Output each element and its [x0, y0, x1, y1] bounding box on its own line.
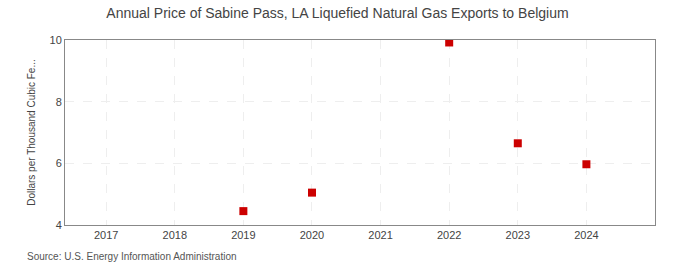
svg-text:10: 10	[50, 34, 62, 46]
svg-text:2017: 2017	[94, 229, 118, 241]
svg-text:4: 4	[56, 219, 62, 231]
svg-text:2022: 2022	[437, 229, 461, 241]
svg-text:2018: 2018	[163, 229, 187, 241]
svg-text:2019: 2019	[231, 229, 255, 241]
svg-text:8: 8	[56, 96, 62, 108]
svg-text:2024: 2024	[574, 229, 598, 241]
svg-text:2023: 2023	[506, 229, 530, 241]
svg-text:Annual Price of Sabine Pass, L: Annual Price of Sabine Pass, LA Liquefie…	[106, 5, 568, 21]
svg-text:Source: U.S. Energy Informatio: Source: U.S. Energy Information Administ…	[27, 251, 237, 262]
svg-text:2020: 2020	[300, 229, 324, 241]
svg-text:6: 6	[56, 157, 62, 169]
svg-text:Dollars per Thousand Cubic Fe.: Dollars per Thousand Cubic Fe...	[26, 59, 37, 206]
svg-text:2021: 2021	[368, 229, 392, 241]
